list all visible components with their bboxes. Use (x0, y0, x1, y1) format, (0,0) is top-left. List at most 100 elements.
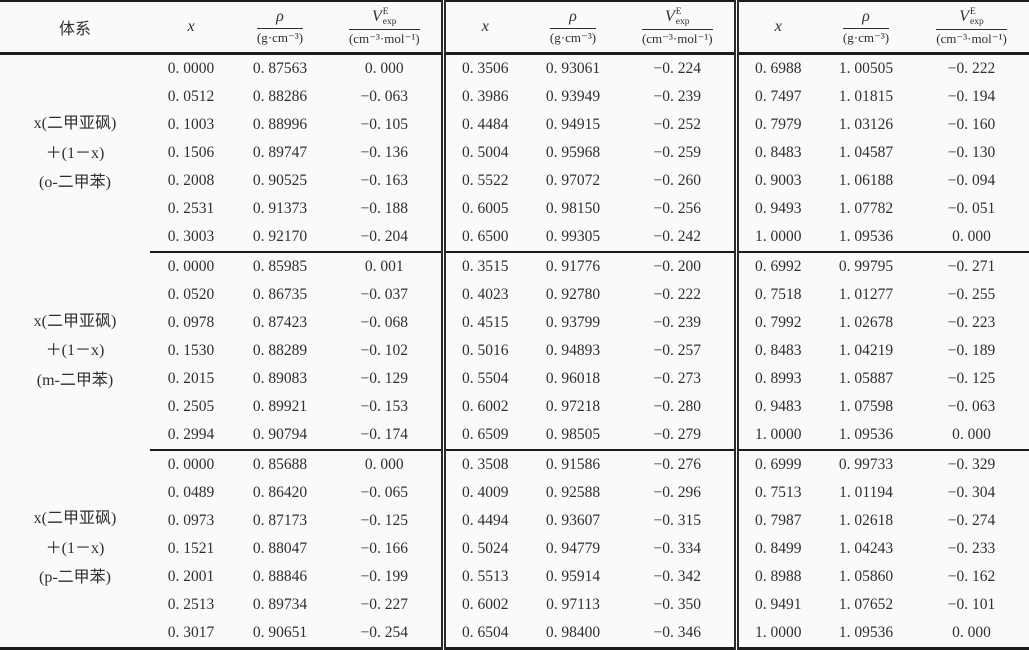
v-unit: (cm⁻³·mol⁻¹) (348, 30, 420, 46)
table-cell: 0. 3508 (440, 450, 525, 479)
table-cell: 1. 04587 (838, 144, 894, 161)
table-cell: 0. 88047 (252, 540, 308, 557)
rho-unit: (g·cm⁻³) (256, 30, 304, 46)
v-symbol: V (665, 7, 675, 25)
rho-fraction: ρ (g·cm⁻³) (549, 7, 597, 46)
table-cell: −0. 162 (947, 568, 996, 585)
table-cell: −0. 276 (653, 456, 702, 473)
table-cell: 0. 87563 (252, 60, 308, 77)
table-row: 0. 1506 0. 89747 −0. 136 0. 5004 0. 95968 −0.… (0, 139, 1029, 167)
table-cell: 0. 93061 (545, 60, 601, 77)
system-label-cell: x(二甲亚砜) ＋(1－x) (m-二甲苯) (0, 252, 150, 450)
table-cell: 0. 2994 (150, 421, 232, 451)
table-cell: 0. 86735 (252, 286, 308, 303)
table-cell: 0. 90651 (232, 619, 328, 650)
rho-symbol: ρ (842, 7, 890, 30)
table-cell: 1. 05860 (838, 568, 894, 585)
table-cell: 0. 95914 (545, 568, 601, 585)
table-cell: 0. 98150 (545, 200, 601, 217)
table-cell: 0. 3506 (440, 53, 525, 83)
table-row: 0. 3003 0. 92170 −0. 204 0. 6500 0. 99305 −0.… (0, 223, 1029, 253)
table-cell: 0. 0512 (167, 88, 215, 105)
rho-unit: (g·cm⁻³) (549, 30, 597, 46)
table-cell: −0. 065 (360, 484, 409, 501)
table-cell: 0. 98505 (525, 421, 621, 451)
table-cell: 0. 99305 (525, 223, 621, 253)
table-cell: −0. 199 (360, 568, 409, 585)
system-label-cell: x(二甲亚砜) ＋(1－x) (p-二甲苯) (0, 450, 150, 649)
table-row: 0. 0512 0. 88286 −0. 063 0. 3986 0. 93949 −0.… (0, 83, 1029, 111)
table-cell: 0. 5504 (440, 365, 525, 393)
table-cell: 0. 93607 (545, 512, 601, 529)
table-cell: 1. 0000 (733, 223, 818, 253)
table-cell: 0. 7497 (733, 83, 818, 111)
table-cell: 0. 3515 (440, 252, 525, 281)
table-cell: −0. 105 (360, 116, 409, 133)
table-cell: 1. 03126 (838, 116, 894, 133)
table-cell: 0. 94893 (545, 342, 601, 359)
table-cell: 1. 04219 (838, 342, 894, 359)
table-row: 0. 2531 0. 91373 −0. 188 0. 6005 0. 98150 −0.… (0, 195, 1029, 223)
table-cell: 0. 7518 (733, 281, 818, 309)
table-cell: 0. 88286 (252, 88, 308, 105)
table-cell: −0. 222 (947, 60, 996, 77)
table-cell: −0. 222 (653, 286, 702, 303)
table-row: 0. 0520 0. 86735 −0. 037 0. 4023 0. 92780 −0.… (0, 281, 1029, 309)
table-cell: 0. 2513 (167, 596, 215, 613)
table-cell: 0. 2015 (167, 370, 215, 387)
table-cell: 0. 98400 (525, 619, 621, 650)
x-symbol: x (481, 18, 489, 35)
v-unit: (cm⁻³·mol⁻¹) (641, 30, 713, 46)
system-label-line: x(二甲亚砜) (33, 312, 117, 330)
system-label-line: ＋(1－x) (45, 342, 105, 360)
table-cell: 0. 95968 (545, 144, 601, 161)
table-cell: 1. 09536 (818, 619, 914, 650)
table-cell: 1. 04243 (838, 540, 894, 557)
table-cell: 0. 99795 (838, 258, 894, 275)
table-cell: 1. 0000 (733, 421, 818, 451)
table-cell: 0. 6504 (440, 619, 525, 650)
table-cell: 0. 7513 (733, 479, 818, 507)
table-cell: 0. 0978 (167, 314, 215, 331)
table-cell: 0. 86420 (252, 484, 308, 501)
table-cell: 1. 06188 (838, 172, 894, 189)
table-cell: 0. 3986 (440, 83, 525, 111)
table-cell: 0. 5016 (440, 337, 525, 365)
table-cell: 0. 97218 (545, 398, 601, 415)
table-cell: 0. 4009 (440, 479, 525, 507)
table-cell: 0. 2001 (167, 568, 215, 585)
table-cell: 0. 6002 (440, 393, 525, 421)
table-cell: 0. 0489 (167, 484, 215, 501)
table-cell: 0. 6999 (733, 450, 818, 479)
table-row: 0. 2015 0. 89083 −0. 129 0. 5504 0. 96018 −0.… (0, 365, 1029, 393)
system-label-cell: x(二甲亚砜) ＋(1－x) (o-二甲苯) (0, 54, 150, 253)
system-label-line: (p-二甲苯) (39, 569, 111, 587)
table-cell: 0. 0000 (167, 60, 215, 77)
table-cell: −0. 342 (653, 568, 702, 585)
table-cell: −0. 334 (653, 540, 702, 557)
table-cell: −0. 296 (653, 484, 702, 501)
table-cell: −0. 239 (653, 314, 702, 331)
table-cell: 0. 4023 (440, 281, 525, 309)
rho-fraction: ρ (g·cm⁻³) (256, 7, 304, 46)
table-cell: 0. 3017 (150, 619, 232, 650)
table-cell: −0. 256 (653, 200, 702, 217)
table-row: 0. 1003 0. 88996 −0. 105 0. 4484 0. 94915 −0.… (0, 111, 1029, 139)
table-cell: 0. 5522 (440, 167, 525, 195)
table-cell: 0. 2008 (167, 172, 215, 189)
table-cell: 1. 07598 (838, 398, 894, 415)
table-cell: 0. 89083 (252, 370, 308, 387)
table-cell: −0. 204 (328, 223, 443, 253)
table-body: x(二甲亚砜) ＋(1－x) (o-二甲苯) 0. 0000 0. 87563 0. 00… (0, 53, 1029, 650)
table-row: 0. 1530 0. 88289 −0. 102 0. 5016 0. 94893 −0.… (0, 337, 1029, 365)
table-cell: −0. 274 (947, 512, 996, 529)
table-cell: 0. 1521 (167, 540, 215, 557)
table-row: 0. 2001 0. 88846 −0. 199 0. 5513 0. 95914 −0.… (0, 563, 1029, 591)
table-cell: 0. 0973 (167, 512, 215, 529)
table-cell: −0. 252 (653, 116, 702, 133)
table-cell: −0. 242 (621, 223, 736, 253)
